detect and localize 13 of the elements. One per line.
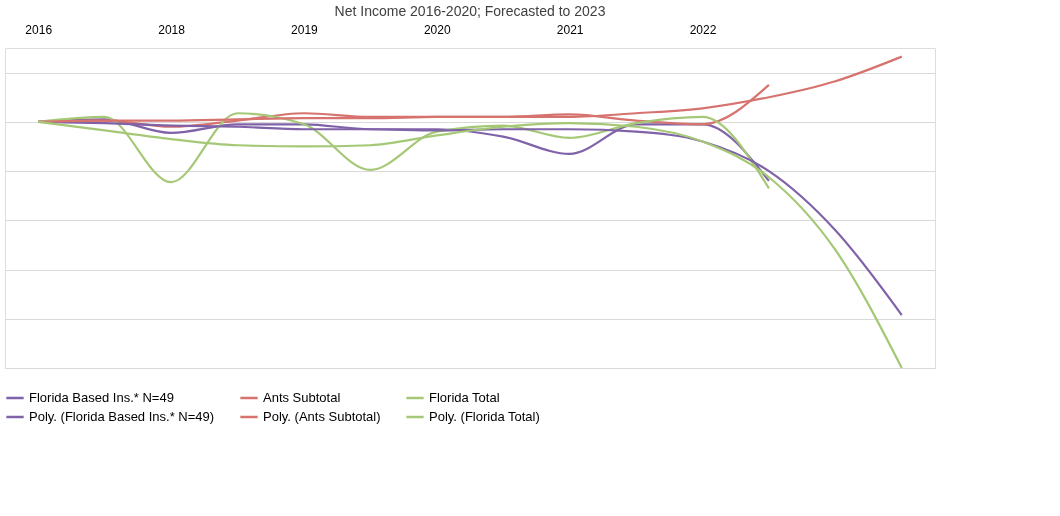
- legend-label: Poly. (Florida Based Ins.* N=49): [29, 409, 215, 424]
- x-tick-label: 2018: [158, 22, 186, 37]
- legend-label: Florida Total: [429, 390, 500, 405]
- chart-title: Net Income 2016-2020; Forecasted to 2023: [334, 3, 606, 19]
- x-tick-label: 2022: [689, 22, 717, 37]
- x-tick-label: 2021: [556, 22, 584, 37]
- legend-label: Ants Subtotal: [263, 390, 341, 405]
- legend-label: Florida Based Ins.* N=49: [29, 390, 174, 405]
- x-tick-label: 2019: [291, 22, 319, 37]
- legend-label: Poly. (Florida Total): [429, 409, 540, 424]
- x-tick-label: 2016: [25, 22, 53, 37]
- legend-label: Poly. (Ants Subtotal): [263, 409, 381, 424]
- x-tick-label: 2020: [423, 22, 451, 37]
